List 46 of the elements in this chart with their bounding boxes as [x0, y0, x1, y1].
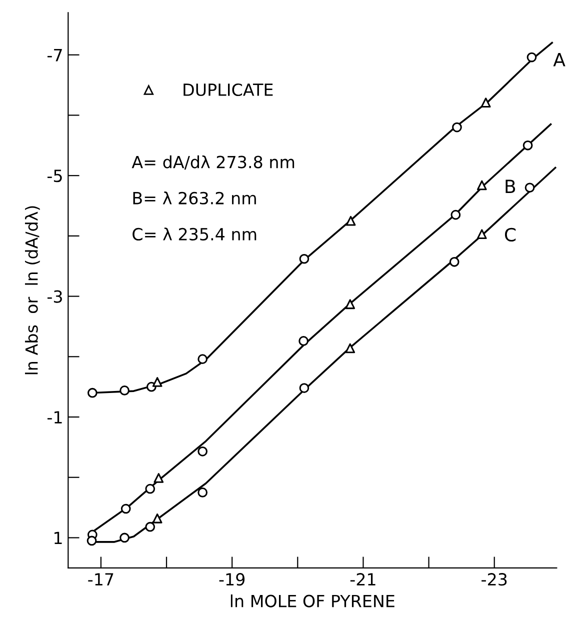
point: [299, 383, 310, 393]
point: [145, 522, 156, 532]
point: [152, 513, 162, 524]
point: [450, 210, 461, 220]
point: [299, 254, 310, 264]
x-tick-label: -21: [350, 573, 376, 586]
y-axis-title: ln Abs or ln (dA/dλ): [24, 206, 40, 374]
annotation: A= dA/dλ 273.8 nm: [132, 155, 294, 170]
point: [120, 386, 130, 396]
point: [345, 299, 356, 310]
annotation: B= λ 263.2 nm: [133, 192, 256, 204]
legend-label: DUPLICATE: [184, 83, 273, 96]
point: [120, 504, 131, 514]
y-tick-label: -7: [47, 49, 62, 62]
point: [476, 180, 487, 190]
x-axis-title: ln MOLE OF PYRENE: [230, 594, 394, 608]
annotation: C= λ 235.4 nm: [132, 228, 256, 241]
point: [198, 354, 208, 364]
point: [346, 216, 356, 226]
point: [86, 536, 97, 546]
point: [152, 377, 162, 387]
x-tick-label: -19: [219, 573, 245, 586]
point: [449, 256, 460, 267]
point: [476, 229, 487, 240]
series-label: C: [504, 228, 516, 242]
y-tick-label: -1: [47, 411, 62, 424]
y-tick-label: 1: [54, 532, 62, 544]
point: [480, 98, 491, 108]
point: [522, 140, 533, 150]
point: [198, 488, 208, 498]
x-tick-label: -23: [482, 573, 507, 586]
y-tick-label: -3: [47, 290, 62, 303]
x-tick-label: -17: [88, 573, 114, 586]
y-tick-label: -5: [47, 170, 62, 182]
point: [87, 388, 98, 398]
series-label: A: [553, 53, 566, 66]
point: [345, 343, 356, 354]
point: [145, 484, 156, 494]
point: [154, 473, 164, 483]
point: [198, 446, 208, 456]
point: [120, 532, 130, 543]
point: [526, 52, 537, 62]
point: [452, 122, 462, 132]
point: [524, 182, 535, 193]
point: [298, 336, 308, 346]
series-label: B: [506, 180, 516, 193]
